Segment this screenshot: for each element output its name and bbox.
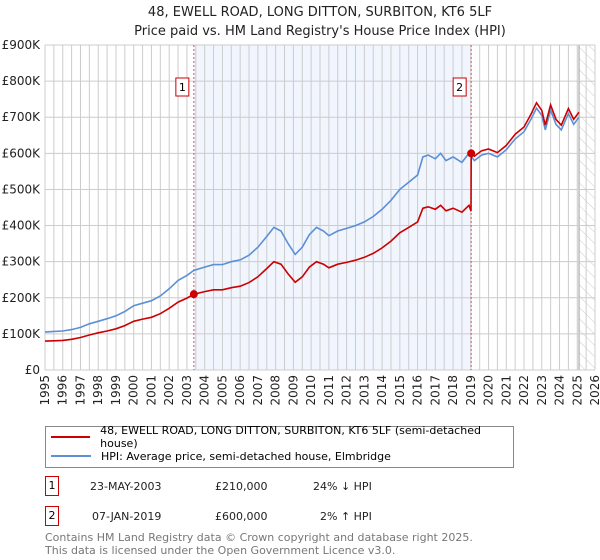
sale-hpi-diff: 24% ↓ HPI <box>313 480 372 493</box>
x-tick-label: 2013 <box>357 375 371 406</box>
y-tick-label: £800K <box>2 74 42 88</box>
legend-item-price: 48, EWELL ROAD, LONG DITTON, SURBITON, K… <box>46 424 513 450</box>
price-paid-line <box>44 101 580 342</box>
forecast-hatch <box>579 45 595 370</box>
x-tick-label: 1999 <box>109 375 123 406</box>
sale-price: £600,000 <box>215 510 268 523</box>
x-tick-label: 2004 <box>198 375 212 406</box>
sale-box-label: 1 <box>179 81 186 94</box>
x-tick-label: 2012 <box>340 375 354 406</box>
y-tick-label: £900K <box>2 38 42 52</box>
x-tick-label: 2022 <box>517 375 531 406</box>
sale-date: 23-MAY-2003 <box>90 480 162 493</box>
x-tick-label: 2001 <box>144 375 158 406</box>
y-tick-label: £300K <box>2 255 42 269</box>
x-tick-label: 2005 <box>215 375 229 406</box>
x-tick-label: 2006 <box>233 375 247 406</box>
x-tick-label: 2024 <box>553 375 567 406</box>
y-tick-label: £600K <box>2 146 42 160</box>
legend-label: 48, EWELL ROAD, LONG DITTON, SURBITON, K… <box>100 424 481 450</box>
legend-label: HPI: Average price, semi-detached house,… <box>101 449 391 463</box>
chart-title: 48, EWELL ROAD, LONG DITTON, SURBITON, K… <box>148 5 492 20</box>
x-tick-label: 2026 <box>588 375 600 406</box>
y-tick-label: £700K <box>2 110 42 124</box>
x-tick-label: 1997 <box>73 375 87 406</box>
sale-date: 07-JAN-2019 <box>92 510 162 523</box>
sale-box-label: 2 <box>456 81 463 94</box>
footer-copyright: Contains HM Land Registry data © Crown c… <box>45 531 473 544</box>
x-tick-label: 2008 <box>269 375 283 406</box>
x-tick-label: 2009 <box>286 375 300 406</box>
x-tick-label: 2015 <box>393 375 407 406</box>
x-tick-label: 2019 <box>464 375 478 406</box>
x-tick-label: 2002 <box>162 375 176 406</box>
x-tick-label: 2021 <box>499 375 513 406</box>
sale-point <box>467 149 476 158</box>
hpi-line <box>44 106 580 333</box>
x-tick-label: 2025 <box>570 375 584 406</box>
y-tick-label: £0 <box>25 363 40 377</box>
x-tick-label: 2011 <box>322 375 336 406</box>
x-tick-label: 1998 <box>91 375 105 406</box>
y-tick-label: £100K <box>2 327 42 341</box>
legend-item-hpi: HPI: Average price, semi-detached house,… <box>46 447 391 465</box>
chart: 48, EWELL ROAD, LONG DITTON, SURBITON, K… <box>2 5 600 406</box>
x-tick-label: 2018 <box>446 375 460 406</box>
chart-subtitle: Price paid vs. HM Land Registry's House … <box>134 24 506 39</box>
x-tick-label: 2023 <box>535 375 549 406</box>
x-tick-label: 2014 <box>375 375 389 406</box>
x-tick-label: 2000 <box>127 375 141 406</box>
sale-point <box>189 290 198 299</box>
y-tick-label: £400K <box>2 219 42 233</box>
legend: 48, EWELL ROAD, LONG DITTON, SURBITON, K… <box>45 424 514 468</box>
x-tick-label: 2007 <box>251 375 265 406</box>
sale-marker-label: 2 <box>45 506 59 526</box>
y-tick-label: £200K <box>2 291 42 305</box>
footer-licence: This data is licensed under the Open Gov… <box>45 544 396 557</box>
x-tick-label: 2003 <box>180 375 194 406</box>
legend-swatch-blue <box>51 455 91 457</box>
x-tick-label: 2016 <box>411 375 425 406</box>
x-tick-label: 2017 <box>428 375 442 406</box>
y-tick-label: £500K <box>2 182 42 196</box>
sale-price: £210,000 <box>215 480 268 493</box>
sale-hpi-diff: 2% ↑ HPI <box>320 510 372 523</box>
x-tick-label: 2020 <box>482 375 496 406</box>
sale-box <box>175 77 190 97</box>
x-tick-label: 2010 <box>304 375 318 406</box>
x-tick-label: 1996 <box>56 375 70 406</box>
legend-swatch-red <box>51 436 91 438</box>
x-tick-label: 1995 <box>38 375 52 406</box>
sale-marker-label: 1 <box>45 476 59 496</box>
sale-box <box>452 77 467 97</box>
